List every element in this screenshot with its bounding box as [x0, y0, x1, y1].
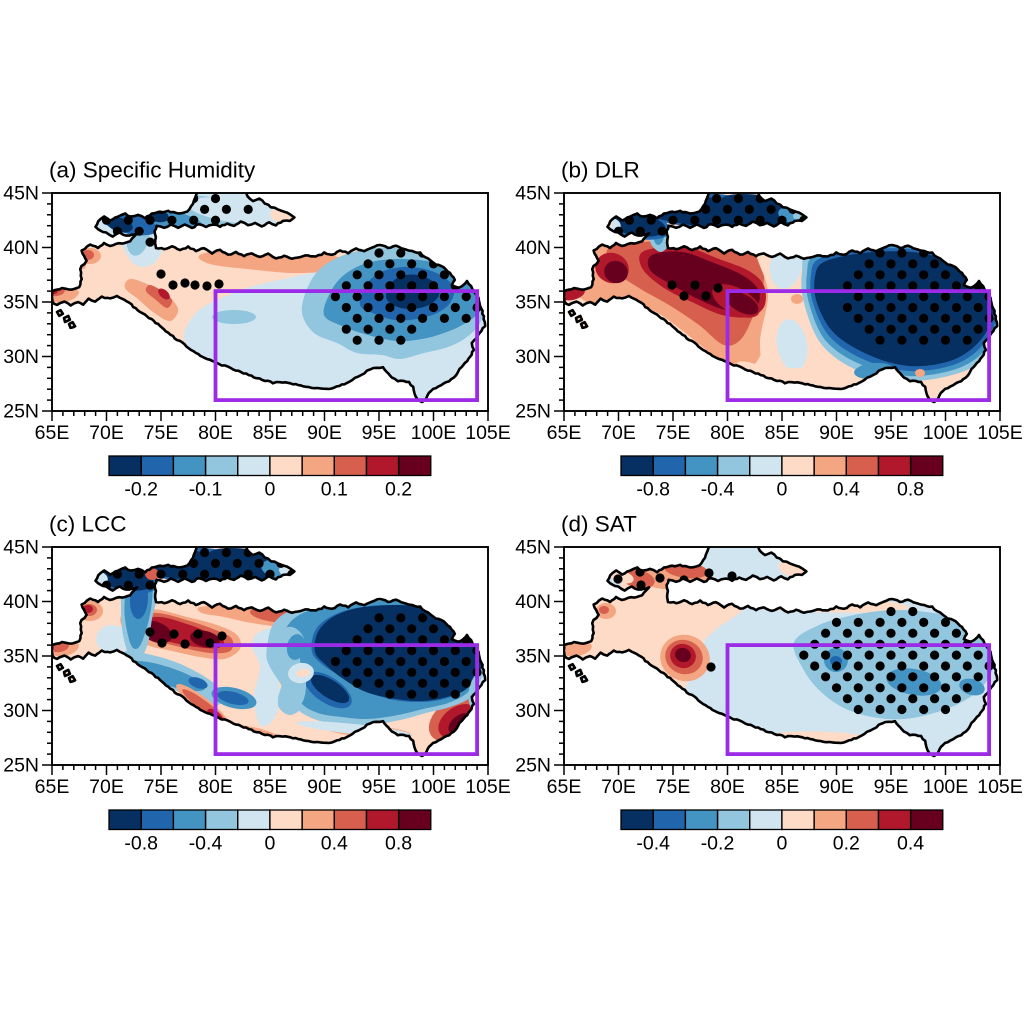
svg-text:65E: 65E	[35, 776, 70, 798]
svg-text:0: 0	[264, 479, 275, 501]
svg-text:0: 0	[776, 833, 787, 855]
svg-text:70E: 70E	[601, 776, 636, 798]
svg-text:90E: 90E	[307, 422, 342, 444]
svg-text:105E: 105E	[977, 776, 1023, 798]
svg-text:95E: 95E	[362, 776, 397, 798]
svg-text:(b) DLR: (b) DLR	[561, 158, 640, 183]
svg-text:80E: 80E	[198, 776, 233, 798]
svg-text:70E: 70E	[601, 422, 636, 444]
svg-text:75E: 75E	[144, 776, 179, 798]
svg-text:100E: 100E	[923, 422, 969, 444]
svg-text:(c) LCC: (c) LCC	[49, 512, 127, 537]
svg-text:30N: 30N	[3, 700, 39, 722]
svg-text:45N: 45N	[3, 183, 39, 205]
svg-text:0.8: 0.8	[897, 479, 924, 501]
svg-text:25N: 25N	[515, 401, 551, 423]
svg-text:85E: 85E	[253, 776, 288, 798]
svg-text:0.4: 0.4	[897, 833, 924, 855]
svg-text:-0.4: -0.4	[189, 833, 223, 855]
svg-text:100E: 100E	[923, 776, 969, 798]
svg-text:-0.8: -0.8	[636, 479, 670, 501]
svg-text:0.8: 0.8	[385, 833, 412, 855]
svg-text:(d) SAT: (d) SAT	[561, 512, 637, 537]
svg-text:75E: 75E	[144, 422, 179, 444]
svg-text:80E: 80E	[710, 422, 745, 444]
svg-text:40N: 40N	[3, 237, 39, 259]
svg-text:90E: 90E	[819, 422, 854, 444]
svg-text:-0.8: -0.8	[124, 833, 158, 855]
svg-text:0: 0	[776, 479, 787, 501]
svg-text:0.4: 0.4	[321, 833, 348, 855]
svg-text:40N: 40N	[3, 591, 39, 613]
svg-text:35N: 35N	[515, 646, 551, 668]
svg-text:45N: 45N	[515, 183, 551, 205]
svg-text:65E: 65E	[35, 422, 70, 444]
svg-text:35N: 35N	[515, 292, 551, 314]
svg-text:0.2: 0.2	[385, 479, 412, 501]
svg-text:30N: 30N	[515, 700, 551, 722]
svg-text:30N: 30N	[3, 346, 39, 368]
svg-text:-0.1: -0.1	[189, 479, 223, 501]
svg-text:95E: 95E	[362, 422, 397, 444]
svg-text:75E: 75E	[656, 422, 691, 444]
svg-text:25N: 25N	[3, 755, 39, 777]
svg-text:45N: 45N	[515, 537, 551, 559]
svg-text:80E: 80E	[198, 422, 233, 444]
svg-text:25N: 25N	[3, 401, 39, 423]
svg-text:-0.4: -0.4	[701, 479, 735, 501]
svg-text:100E: 100E	[411, 776, 457, 798]
svg-text:85E: 85E	[253, 422, 288, 444]
svg-text:70E: 70E	[89, 776, 124, 798]
svg-text:70E: 70E	[89, 422, 124, 444]
svg-text:45N: 45N	[3, 537, 39, 559]
svg-text:35N: 35N	[3, 646, 39, 668]
svg-text:0.2: 0.2	[833, 833, 860, 855]
svg-text:90E: 90E	[307, 776, 342, 798]
svg-text:-0.2: -0.2	[701, 833, 735, 855]
svg-text:80E: 80E	[710, 776, 745, 798]
svg-text:85E: 85E	[765, 422, 800, 444]
svg-text:30N: 30N	[515, 346, 551, 368]
svg-text:-0.2: -0.2	[124, 479, 158, 501]
svg-text:40N: 40N	[515, 237, 551, 259]
svg-text:95E: 95E	[874, 422, 909, 444]
svg-text:85E: 85E	[765, 776, 800, 798]
svg-text:105E: 105E	[465, 776, 511, 798]
svg-text:(a) Specific Humidity: (a) Specific Humidity	[49, 158, 256, 183]
svg-text:25N: 25N	[515, 755, 551, 777]
svg-text:90E: 90E	[819, 776, 854, 798]
svg-text:0.4: 0.4	[833, 479, 860, 501]
svg-text:35N: 35N	[3, 292, 39, 314]
svg-text:105E: 105E	[977, 422, 1023, 444]
svg-text:0: 0	[264, 833, 275, 855]
svg-text:95E: 95E	[874, 776, 909, 798]
svg-text:65E: 65E	[547, 422, 582, 444]
svg-text:0.1: 0.1	[321, 479, 348, 501]
svg-text:-0.4: -0.4	[636, 833, 670, 855]
svg-text:100E: 100E	[411, 422, 457, 444]
svg-text:75E: 75E	[656, 776, 691, 798]
svg-text:105E: 105E	[465, 422, 511, 444]
svg-text:65E: 65E	[547, 776, 582, 798]
svg-text:40N: 40N	[515, 591, 551, 613]
